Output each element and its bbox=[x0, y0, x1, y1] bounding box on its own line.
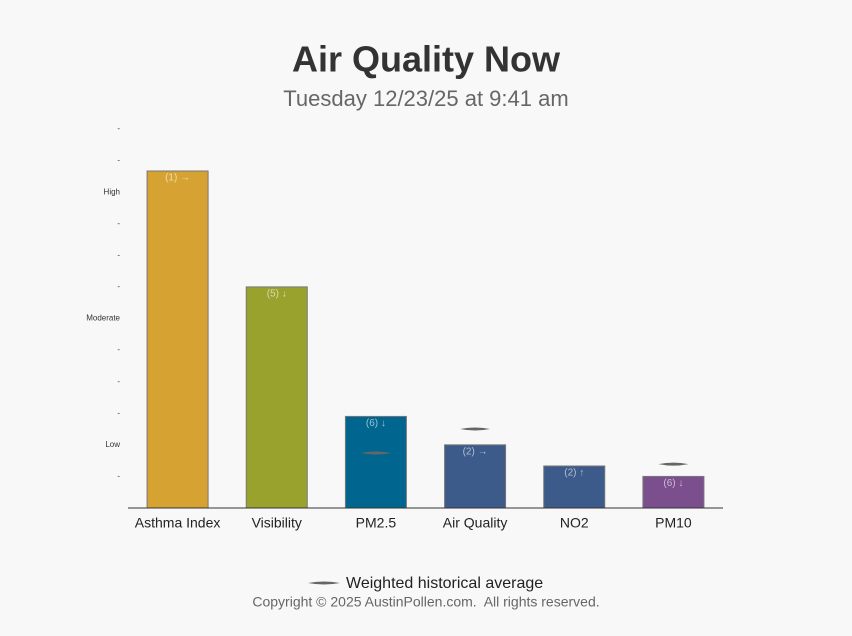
bar-label: (6) ↓ bbox=[663, 478, 683, 489]
x-tick-label: Asthma Index bbox=[135, 515, 221, 531]
y-tick-label: Moderate bbox=[86, 314, 120, 323]
legend-label: Weighted historical average bbox=[346, 575, 543, 592]
bar-label: (1) → bbox=[165, 173, 190, 184]
y-tick-label: - bbox=[117, 124, 120, 133]
bar bbox=[146, 170, 209, 509]
y-tick-label: - bbox=[117, 250, 120, 259]
average-marker bbox=[360, 451, 391, 455]
y-tick-label: - bbox=[117, 377, 120, 386]
bar-label: (2) ↑ bbox=[564, 468, 584, 479]
footer: Copyright © 2025 AustinPollen.com. All r… bbox=[252, 594, 599, 610]
x-tick-label: PM10 bbox=[655, 515, 692, 531]
y-tick-label: - bbox=[117, 345, 120, 354]
bar-label: (2) → bbox=[463, 446, 488, 457]
y-tick-label: - bbox=[117, 408, 120, 417]
y-tick-label: - bbox=[117, 472, 120, 481]
legend-marker bbox=[308, 581, 340, 585]
y-tick-label: - bbox=[117, 156, 120, 165]
bar bbox=[245, 286, 308, 509]
bar bbox=[444, 444, 507, 509]
x-tick-label: NO2 bbox=[560, 515, 589, 531]
x-tick-label: Air Quality bbox=[443, 515, 508, 531]
y-tick-label: Low bbox=[105, 440, 120, 449]
bar-label: (5) ↓ bbox=[267, 289, 287, 300]
chart-title: Air Quality Now bbox=[292, 39, 561, 80]
bar bbox=[543, 465, 606, 509]
average-marker bbox=[658, 462, 689, 466]
y-tick-label: - bbox=[117, 282, 120, 291]
bar bbox=[344, 415, 407, 509]
average-marker bbox=[460, 427, 491, 431]
y-tick-label: - bbox=[117, 219, 120, 228]
chart-subtitle: Tuesday 12/23/25 at 9:41 am bbox=[283, 86, 568, 111]
bar-label: (6) ↓ bbox=[366, 418, 386, 429]
x-tick-label: Visibility bbox=[252, 515, 302, 531]
x-tick-label: PM2.5 bbox=[356, 515, 397, 531]
y-tick-label: High bbox=[104, 187, 120, 196]
